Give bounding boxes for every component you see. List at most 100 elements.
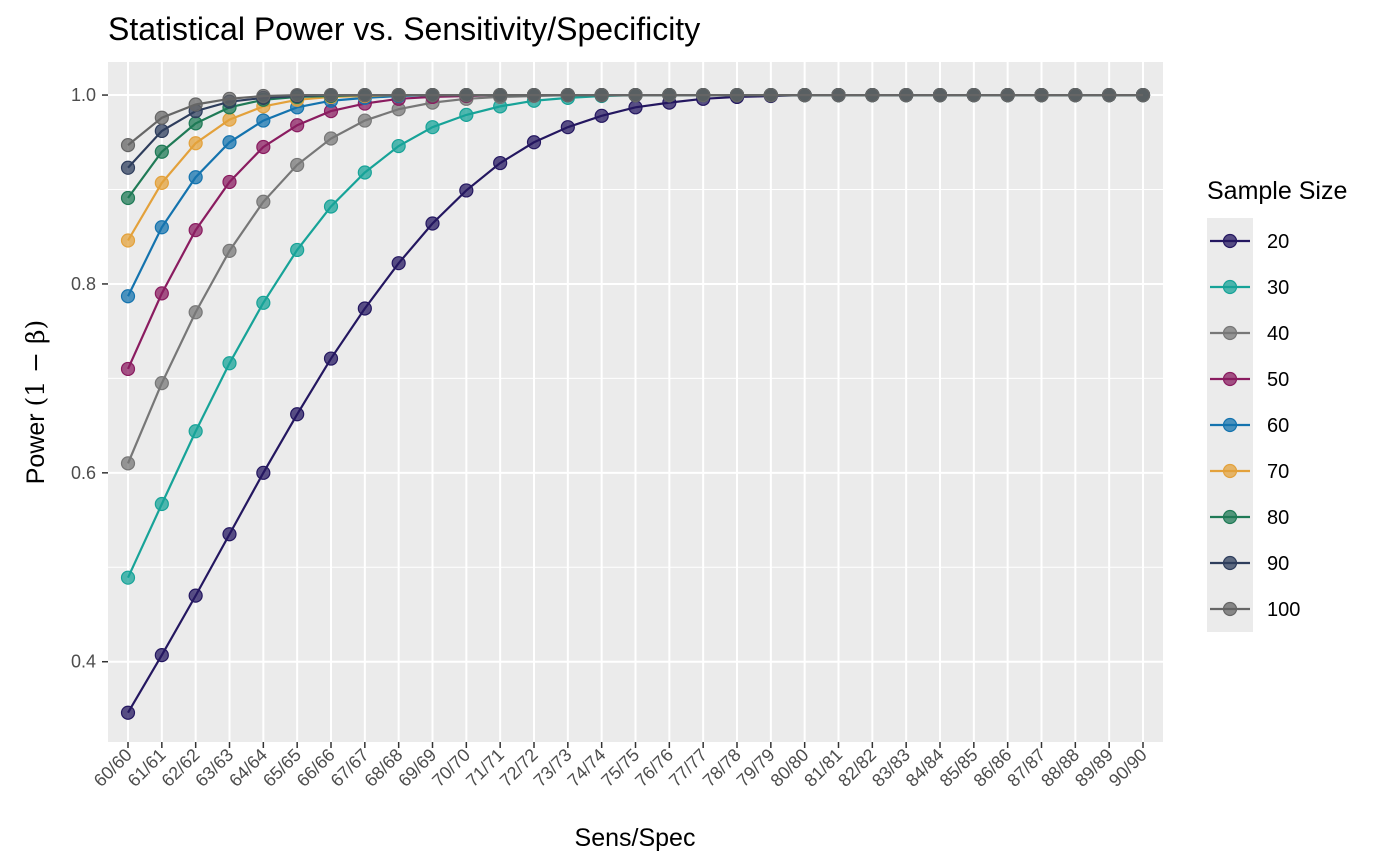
x-tick-label: 79/79 [733,745,779,791]
data-point [323,351,339,366]
x-tick-label: 72/72 [496,745,542,791]
legend-label: 20 [1267,231,1289,253]
x-tick-label: 80/80 [767,745,813,791]
data-point [323,87,339,103]
data-point [797,87,812,103]
data-point [290,87,305,103]
data-point [222,527,237,542]
data-point [323,199,339,214]
data-point [154,496,169,512]
data-point [932,87,948,103]
data-point [188,223,203,238]
data-point [1135,87,1151,103]
y-tick-label: 0.4 [71,652,96,672]
data-point [120,361,136,377]
data-point [425,120,440,135]
data-point [696,87,711,103]
data-point [154,286,169,301]
data-point [222,112,237,127]
x-axis: 60/6061/6162/6263/6364/6465/6566/6667/67… [90,742,1151,791]
data-point [188,97,203,112]
legend-item-70: 70 [1210,461,1289,483]
x-tick-label: 75/75 [597,745,643,791]
x-tick-label: 69/69 [394,745,440,791]
x-tick-label: 74/74 [564,745,610,791]
y-tick-label: 0.8 [71,274,96,294]
legend-label: 80 [1267,507,1289,529]
x-tick-label: 73/73 [530,745,576,791]
legend-key-point [1222,279,1238,295]
legend-label: 60 [1267,415,1289,437]
legend-label: 90 [1267,553,1289,575]
data-point [526,135,542,150]
data-point [188,116,203,131]
data-point [120,160,136,175]
data-point [120,289,136,304]
data-point [459,107,474,122]
y-tick-label: 0.6 [71,463,96,483]
data-point [865,87,880,103]
legend-key-point [1222,463,1238,479]
data-point [391,256,406,271]
legend-key-point [1222,417,1238,433]
legend-label: 30 [1267,277,1289,299]
legend-label: 100 [1267,599,1300,621]
data-point [222,135,237,150]
data-point [154,376,169,391]
data-point [357,301,372,316]
data-point [628,87,643,103]
x-tick-label: 83/83 [868,745,914,791]
data-point [357,87,372,103]
x-tick-label: 76/76 [631,745,677,791]
data-point [1068,87,1083,103]
data-point [256,194,271,209]
data-point [560,120,575,135]
legend: Sample Size 20 30 40 50 60 70 80 90 100 [1207,177,1347,632]
data-point [357,113,372,128]
data-point [493,155,508,171]
gridlines [108,62,1163,742]
data-point [628,100,643,115]
x-tick-label: 85/85 [936,745,982,791]
data-point [493,87,508,103]
legend-label: 40 [1267,323,1289,345]
series-layer [120,87,1151,720]
data-point [188,588,203,603]
data-point [831,87,846,103]
data-point [323,131,339,146]
legend-item-60: 60 [1210,415,1289,437]
data-point [391,138,406,154]
x-tick-label: 89/89 [1071,745,1117,791]
legend-label: 70 [1267,461,1289,483]
data-point [188,424,203,439]
data-point [459,87,474,103]
legend-label: 50 [1267,369,1289,391]
chart-title: Statistical Power vs. Sensitivity/Specif… [108,11,700,47]
data-point [560,87,575,103]
data-point [120,705,136,720]
data-point [594,108,609,123]
data-point [256,113,271,128]
x-tick-label: 62/62 [158,745,204,791]
x-tick-label: 86/86 [970,745,1016,791]
data-point [120,570,136,585]
legend-key-point [1222,601,1238,617]
legend-item-20: 20 [1210,231,1289,253]
x-tick-label: 60/60 [90,745,136,791]
data-point [1102,87,1117,103]
legend-item-50: 50 [1210,369,1289,391]
data-point [899,87,914,103]
x-axis-title: Sens/Spec [575,824,696,852]
data-point [526,87,542,103]
data-point [256,295,271,310]
legend-item-90: 90 [1210,553,1289,575]
data-point [763,87,778,103]
x-tick-label: 87/87 [1003,745,1049,791]
data-point [154,220,169,235]
legend-key-point [1222,509,1238,525]
data-point [154,123,169,139]
data-point [120,190,136,206]
x-tick-label: 84/84 [902,745,948,791]
data-point [290,242,305,258]
y-axis-title-formula: (1 − β) [21,320,50,407]
